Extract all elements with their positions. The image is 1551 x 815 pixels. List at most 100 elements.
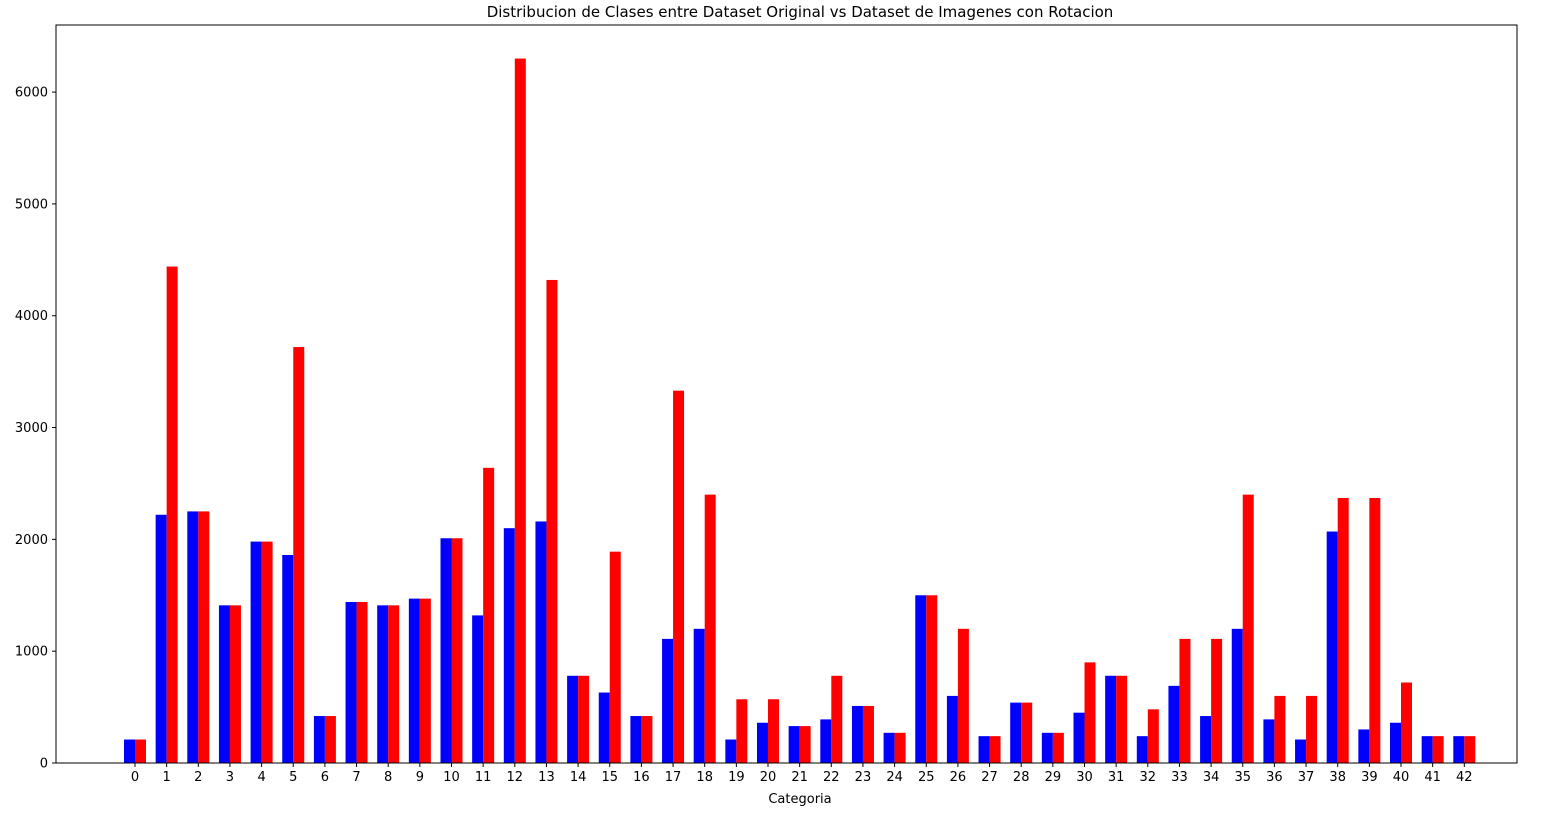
bar-series2-cat-13: [546, 279, 558, 763]
x-tick-label-28: 28: [1013, 770, 1030, 785]
y-tick-label-3000: 3000: [15, 421, 48, 436]
bar-series1-cat-35: [1231, 628, 1243, 763]
x-tick-label-10: 10: [443, 770, 460, 785]
x-tick-label-27: 27: [981, 770, 998, 785]
bar-series2-cat-18: [704, 494, 716, 763]
bar-series2-cat-2: [198, 511, 210, 763]
x-tick-label-19: 19: [728, 770, 745, 785]
bar-series2-cat-7: [356, 601, 368, 763]
bar-series2-cat-21: [799, 726, 811, 763]
bar-series2-cat-5: [293, 347, 305, 763]
x-tick-label-29: 29: [1045, 770, 1062, 785]
x-tick-label-18: 18: [696, 770, 713, 785]
bar-series1-cat-3: [218, 605, 230, 763]
bar-series2-cat-6: [324, 716, 336, 763]
x-tick-label-3: 3: [226, 770, 234, 785]
bar-series1-cat-17: [662, 638, 674, 763]
bar-series2-cat-28: [1021, 702, 1033, 763]
bar-series2-cat-36: [1274, 695, 1286, 763]
bar-series1-cat-10: [440, 538, 452, 763]
x-tick-label-7: 7: [352, 770, 360, 785]
x-tick-label-38: 38: [1329, 770, 1346, 785]
bar-series2-cat-14: [578, 675, 590, 763]
bar-series2-cat-40: [1401, 682, 1412, 763]
bar-series1-cat-21: [788, 726, 800, 763]
bar-series1-cat-34: [1200, 716, 1212, 763]
bar-series1-cat-16: [630, 716, 642, 763]
x-tick-label-23: 23: [855, 770, 872, 785]
x-tick-label-13: 13: [538, 770, 555, 785]
bar-series1-cat-36: [1263, 719, 1275, 763]
bar-series1-cat-19: [725, 739, 737, 763]
y-tick-label-4000: 4000: [15, 309, 48, 324]
x-tick-label-35: 35: [1234, 770, 1251, 785]
bar-series1-cat-7: [345, 601, 357, 763]
y-tick-label-5000: 5000: [15, 197, 48, 212]
x-tick-label-42: 42: [1456, 770, 1473, 785]
x-tick-label-39: 39: [1361, 770, 1378, 785]
x-tick-label-12: 12: [507, 770, 524, 785]
bars-group: [124, 58, 1476, 764]
bar-series1-cat-33: [1168, 685, 1180, 763]
bar-series2-cat-25: [926, 595, 938, 763]
bar-series2-cat-34: [1211, 638, 1223, 763]
bar-series2-cat-15: [609, 551, 621, 763]
y-axis: 0 1000 2000 3000 4000 5000 6000: [15, 86, 56, 772]
chart-title: Distribucion de Clases entre Dataset Ori…: [487, 3, 1114, 21]
bar-series1-cat-37: [1295, 739, 1307, 763]
x-tick-label-40: 40: [1393, 770, 1410, 785]
bar-series2-cat-33: [1179, 638, 1191, 763]
x-tick-label-1: 1: [163, 770, 171, 785]
bar-series2-cat-22: [831, 675, 843, 763]
bar-series1-cat-15: [598, 692, 610, 763]
bar-series1-cat-23: [851, 705, 863, 763]
bar-series1-cat-14: [567, 675, 579, 763]
bar-series1-cat-28: [1010, 702, 1022, 763]
bar-series2-cat-23: [862, 705, 874, 763]
bar-series1-cat-11: [472, 615, 484, 763]
y-tick-label-0: 0: [40, 757, 48, 772]
x-axis-label: Categoria: [768, 792, 831, 807]
bar-series1-cat-32: [1136, 736, 1148, 763]
x-tick-label-8: 8: [384, 770, 392, 785]
bar-series2-cat-24: [894, 732, 906, 763]
bar-series1-cat-26: [946, 695, 958, 763]
bar-series2-cat-16: [641, 716, 653, 763]
x-tick-label-16: 16: [633, 770, 650, 785]
bar-series1-cat-13: [535, 521, 547, 763]
bar-series2-cat-42: [1464, 736, 1476, 763]
x-tick-label-31: 31: [1108, 770, 1125, 785]
x-tick-label-6: 6: [321, 770, 329, 785]
bar-series1-cat-31: [1105, 675, 1117, 763]
x-tick-label-9: 9: [416, 770, 424, 785]
bar-series1-cat-6: [313, 716, 325, 763]
x-tick-label-30: 30: [1076, 770, 1093, 785]
x-tick-label-26: 26: [950, 770, 967, 785]
bar-series1-cat-24: [883, 732, 895, 763]
x-tick-label-34: 34: [1203, 770, 1220, 785]
bar-series1-cat-20: [757, 722, 768, 763]
bar-series1-cat-30: [1073, 712, 1085, 763]
bar-series2-cat-41: [1432, 736, 1444, 763]
y-tick-label-1000: 1000: [15, 645, 48, 660]
x-tick-label-21: 21: [791, 770, 808, 785]
bar-series2-cat-9: [419, 598, 431, 763]
x-tick-label-17: 17: [665, 770, 682, 785]
bar-series1-cat-41: [1421, 736, 1433, 763]
bar-series2-cat-26: [957, 628, 969, 763]
x-axis: 0 1 2 3 4 5 6 7 8 9 10 11 12 13 14 15 16 17 18 19 20 21 22 23 24…: [131, 763, 1473, 785]
bar-series1-cat-8: [377, 605, 389, 763]
bar-series2-cat-3: [229, 605, 241, 763]
bar-series2-cat-29: [1052, 732, 1064, 763]
bar-series2-cat-8: [388, 605, 400, 763]
bar-series2-cat-30: [1084, 662, 1096, 763]
bar-series1-cat-5: [282, 555, 294, 763]
x-tick-label-14: 14: [570, 770, 587, 785]
bar-series1-cat-18: [693, 628, 705, 763]
bar-series1-cat-9: [408, 598, 420, 763]
bar-series2-cat-12: [514, 58, 526, 764]
x-tick-label-5: 5: [289, 770, 297, 785]
y-tick-label-2000: 2000: [15, 533, 48, 548]
bar-series1-cat-0: [124, 739, 135, 763]
bar-series1-cat-27: [978, 736, 990, 763]
